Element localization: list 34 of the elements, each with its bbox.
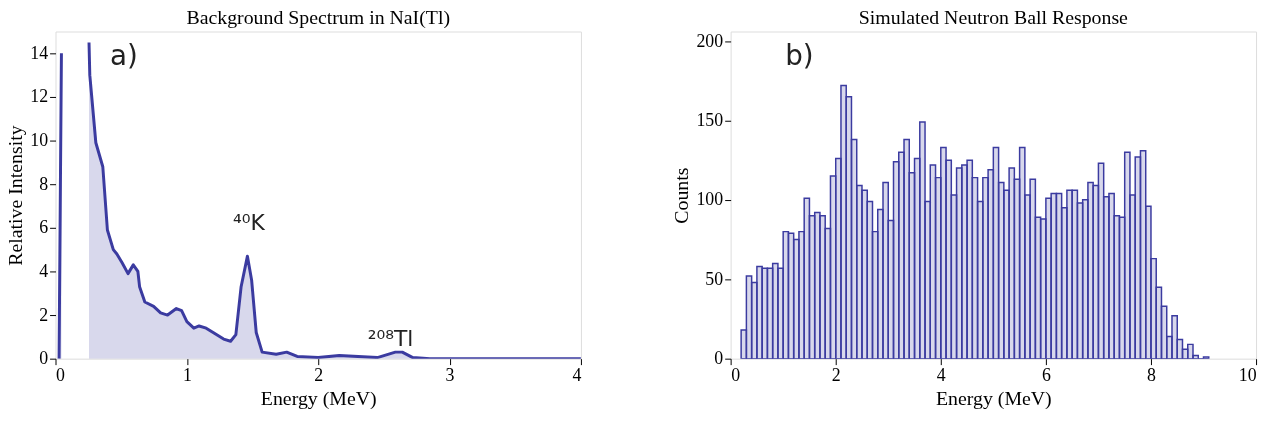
x-tick-label: 4 [572,364,582,385]
y-tick-label: 8 [39,173,49,194]
y-tick-label: 50 [705,268,724,289]
annotation: ⁴⁰K [232,209,266,235]
annotation: b) [785,39,814,73]
y-tick-label: 100 [696,189,724,210]
x-tick-label: 10 [1238,364,1257,385]
y-tick-label: 4 [39,260,49,281]
x-tick-label: 1 [182,364,192,385]
x-tick-label: 6 [1041,364,1051,385]
x-tick-label: 2 [831,364,841,385]
x-tick-label: 2 [314,364,324,385]
y-tick-label: 200 [696,30,724,51]
x-tick-label: 4 [936,364,946,385]
chart-title: Background Spectrum in NaI(Tl) [186,5,450,29]
y-tick-label: 6 [39,217,49,238]
x-axis-title: Energy (MeV) [935,386,1052,410]
x-tick-label: 0 [731,364,741,385]
x-tick-label: 0 [56,364,66,385]
y-axis-title: Relative Intensity [4,125,27,266]
y-tick-label: 12 [30,86,49,107]
y-tick-label: 10 [30,130,49,151]
y-tick-label: 0 [714,348,724,369]
x-tick-label: 8 [1147,364,1156,385]
x-tick-label: 3 [445,364,455,385]
y-tick-label: 0 [39,348,49,369]
annotation: ²⁰⁸Tl [367,325,414,351]
y-axis-title: Counts [670,167,693,224]
chart-title: Simulated Neutron Ball Response [858,5,1129,28]
y-tick-label: 14 [30,42,49,63]
y-tick-label: 2 [39,304,49,325]
annotation: a) [110,39,138,73]
x-axis-title: Energy (MeV) [260,386,377,410]
y-tick-label: 150 [696,109,724,130]
